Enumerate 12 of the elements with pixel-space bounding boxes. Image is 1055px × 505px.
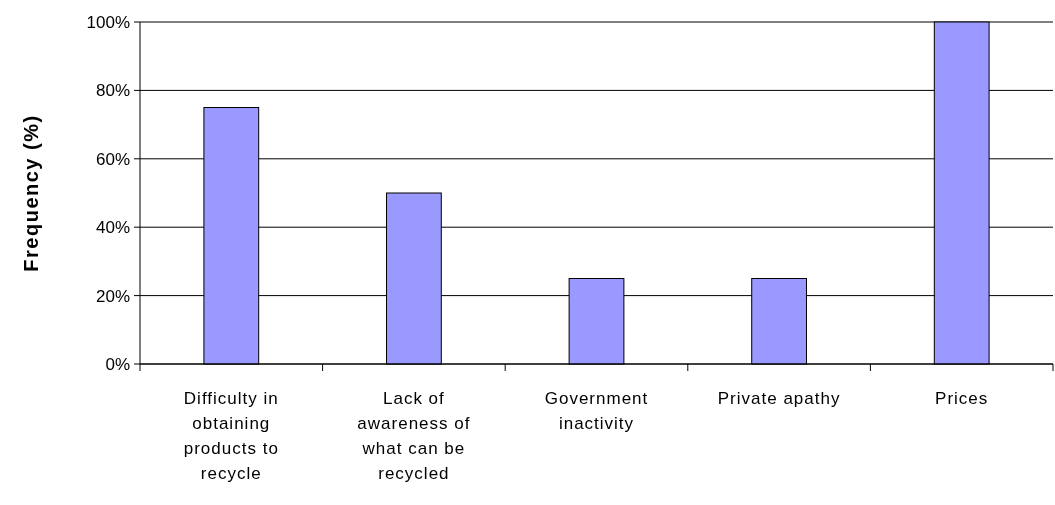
y-tick-label: 100%	[86, 12, 130, 32]
y-tick-label: 0%	[105, 354, 130, 374]
y-tick-label: 20%	[95, 286, 130, 306]
y-axis-title: Frequency (%)	[20, 114, 42, 272]
x-tick-label: Difficulty in obtaining products to recycle	[183, 389, 279, 483]
y-tick-label: 60%	[95, 149, 130, 169]
x-tick-label: Government inactivity	[544, 389, 649, 433]
y-tick-label: 80%	[95, 81, 130, 101]
x-tick-label: Lack of awareness of what can be recycled	[357, 389, 471, 483]
x-tick-label: Prices	[935, 389, 989, 408]
y-tick-label: 40%	[95, 218, 130, 238]
x-tick-label: Private apathy	[717, 389, 841, 408]
